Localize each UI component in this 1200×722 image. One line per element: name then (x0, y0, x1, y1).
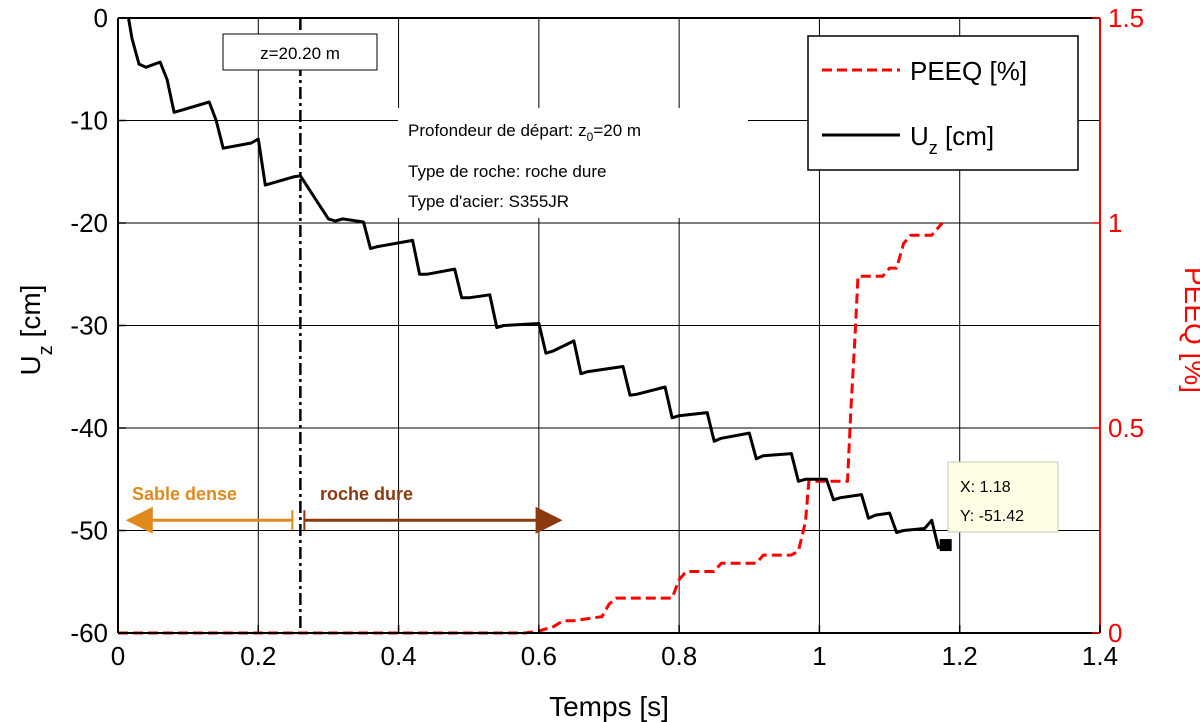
y-left-tick-label: -30 (70, 311, 108, 341)
y-right-tick-label: 0 (1108, 618, 1122, 648)
data-tip-x: X: 1.18 (960, 479, 1011, 496)
x-tick-label: 0 (111, 641, 125, 671)
y-right-tick-label: 0.5 (1108, 413, 1144, 443)
y-right-axis-title: PEEQ [%] (1179, 267, 1200, 393)
info-box (398, 108, 748, 218)
y-left-tick-labels: 0 -10 -20 -30 -40 -50 -60 (70, 3, 108, 648)
x-tick-label: 0.2 (240, 641, 276, 671)
y-left-axis-title: Uz [cm] (15, 285, 57, 376)
depth-label-box (222, 33, 378, 71)
data-tip-marker (939, 539, 952, 552)
x-tick-label: 0.8 (661, 641, 697, 671)
uz-series-line (127, 17, 941, 550)
y-right-tick-labels: 0 0.5 1 1.5 (1108, 3, 1144, 648)
soil-zones: Sable dense roche dure (125, 484, 563, 534)
y-left-tick-label: -60 (70, 618, 108, 648)
x-tick-labels: 0 0.2 0.4 0.6 0.8 1 1.2 1.4 (111, 641, 1118, 671)
data-tip-box (947, 461, 1059, 533)
legend: PEEQ [%] Uz [cm] (807, 35, 1079, 171)
data-tip: X: 1.18 Y: -51.42 (939, 461, 1059, 552)
legend-box (807, 35, 1079, 171)
tick-marks (117, 17, 1101, 634)
depth-label: z=20.20 m (260, 44, 340, 63)
rock-zone-label: roche dure (320, 484, 413, 504)
x-axis-title: Temps [s] (549, 691, 669, 722)
info-line-steel: Type d'acier: S355JR (408, 192, 569, 211)
peeq-series-line (118, 222, 944, 635)
legend-peeq-label: PEEQ [%] (910, 56, 1027, 86)
x-tick-label: 1.2 (942, 641, 978, 671)
x-tick-label: 1.4 (1082, 641, 1118, 671)
y-left-tick-label: -50 (70, 516, 108, 546)
y-left-tick-label: 0 (94, 3, 108, 33)
y-right-tick-label: 1 (1108, 208, 1122, 238)
info-line-rock: Type de roche: roche dure (408, 162, 606, 181)
legend-uz-label: Uz [cm] (910, 121, 994, 158)
info-line-depth: Profondeur de départ: z0=20 m (408, 121, 641, 144)
x-tick-label: 0.4 (380, 641, 416, 671)
y-left-tick-label: -10 (70, 106, 108, 136)
y-left-tick-label: -40 (70, 413, 108, 443)
sand-zone-label: Sable dense (132, 484, 237, 504)
x-tick-label: 1 (812, 641, 826, 671)
series-layer (118, 17, 944, 635)
x-tick-label: 0.6 (521, 641, 557, 671)
y-left-tick-label: -20 (70, 208, 108, 238)
y-right-tick-label: 1.5 (1108, 3, 1144, 33)
data-tip-y: Y: -51.42 (960, 508, 1024, 525)
